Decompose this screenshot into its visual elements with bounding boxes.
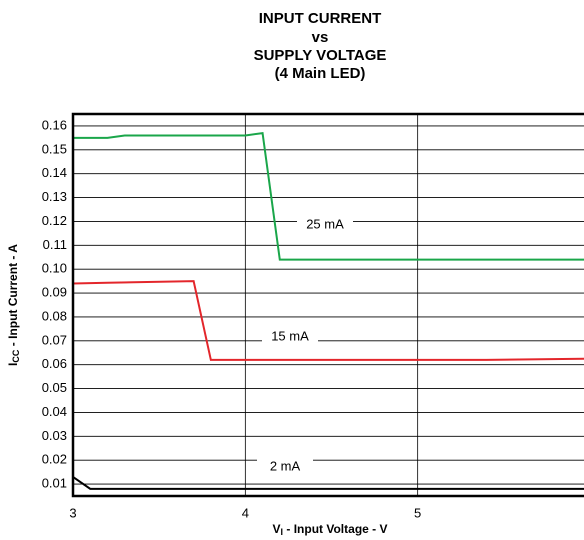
- y-tick-label: 0.02: [42, 452, 67, 467]
- y-tick-label: 0.10: [42, 261, 67, 276]
- x-tick-label: 4: [242, 505, 249, 520]
- y-tick-label: 0.11: [43, 237, 67, 252]
- y-tick-label: 0.03: [42, 428, 67, 443]
- chart-title: INPUT CURRENT: [259, 10, 382, 27]
- series-line: [72, 280, 584, 361]
- y-tick-label: 0.14: [42, 165, 67, 180]
- plot-frame: [71, 112, 584, 498]
- series-line: [72, 476, 584, 490]
- x-axis-label-sub: I: [281, 527, 284, 537]
- x-axis-label: VI - Input Voltage - V: [273, 522, 388, 537]
- y-tick-label: 0.01: [42, 476, 67, 491]
- label-background: [297, 216, 353, 234]
- chart-title: (4 Main LED): [275, 65, 366, 82]
- x-tick-label: 3: [69, 505, 76, 520]
- y-tick-label: 0.12: [42, 213, 67, 228]
- y-tick-label: 0.15: [42, 141, 67, 156]
- x-axis-label-rest: - Input Voltage - V: [283, 522, 387, 536]
- series-label: 2 mA: [270, 458, 301, 473]
- label-background: [257, 458, 313, 476]
- y-tick-label: 0.06: [42, 356, 67, 371]
- y-tick-label: 0.07: [42, 332, 67, 347]
- x-axis-label-main: V: [273, 522, 281, 536]
- y-axis-label-main: I: [6, 363, 20, 366]
- chart-title: SUPPLY VOLTAGE: [254, 47, 387, 64]
- y-axis-label: ICC - Input Current - A: [6, 244, 21, 366]
- y-tick-label: 0.13: [42, 189, 67, 204]
- y-tick-label: 0.05: [42, 380, 67, 395]
- y-tick-label: 0.08: [42, 308, 67, 323]
- series-label: 15 mA: [271, 328, 309, 343]
- y-axis-label-sub: CC: [11, 349, 21, 362]
- series-label: 25 mA: [306, 216, 344, 231]
- y-tick-label: 0.16: [42, 117, 67, 132]
- y-tick-label: 0.04: [42, 404, 67, 419]
- x-tick-label: 5: [414, 505, 421, 520]
- y-tick-label: 0.09: [42, 285, 67, 300]
- series-line: [73, 131, 584, 261]
- y-axis-label-rest: - Input Current - A: [6, 244, 20, 350]
- label-background: [262, 328, 318, 346]
- chart-title: vs: [312, 29, 329, 46]
